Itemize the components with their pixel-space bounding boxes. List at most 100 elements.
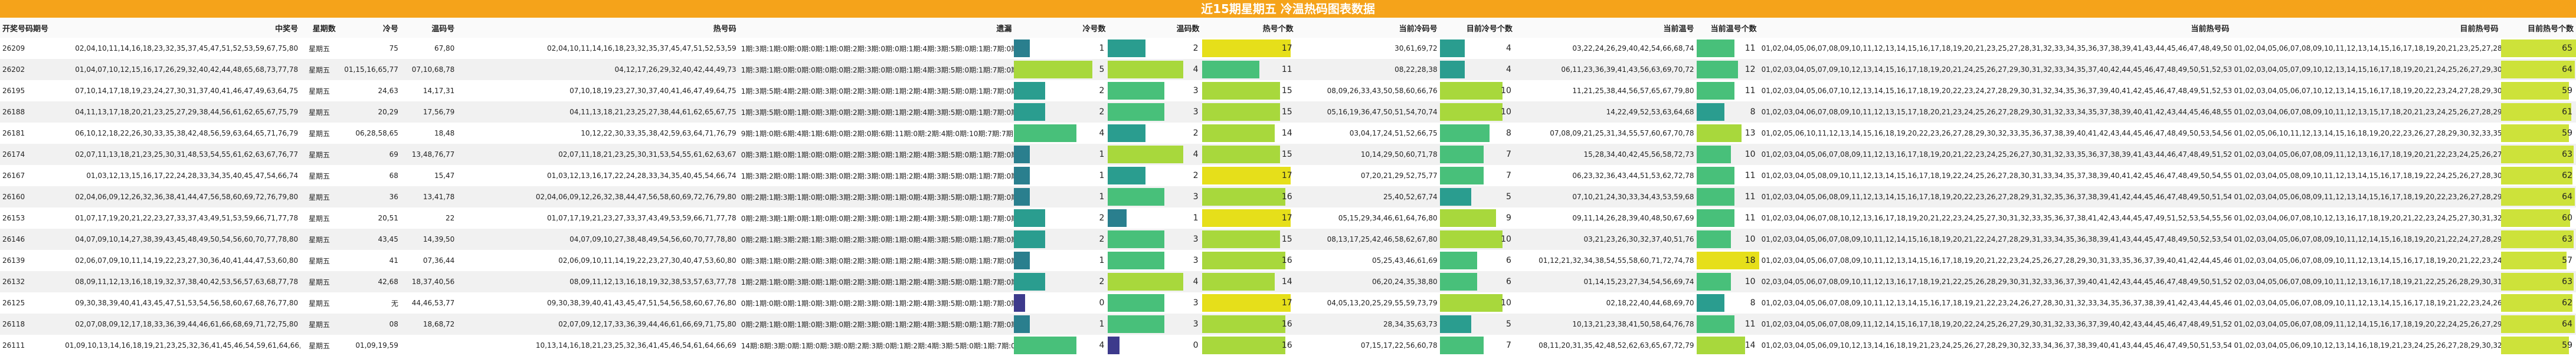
- hot-count-cell: 17: [1202, 165, 1296, 186]
- table-row: 26125 09,30,38,39,40,41,43,45,47,51,53,54…: [0, 292, 2576, 314]
- current-warm-count-cell-bar: [1696, 146, 1731, 163]
- cold-count-cell-bar: [1014, 39, 1030, 57]
- current-hot-count-cell-value: 57: [2562, 256, 2572, 265]
- cold-count-cell: 1: [1014, 250, 1108, 271]
- warm-numbers-cell: [400, 335, 457, 356]
- winning-numbers-cell: 02,07,08,09,12,17,18,33,36,39,44,46,61,6…: [63, 314, 301, 335]
- current-cold-count-cell: 4: [1439, 59, 1515, 80]
- hot-numbers-cell: 02,04,10,11,14,16,18,23,32,35,37,45,47,5…: [457, 38, 739, 59]
- current-hot-count-cell-value: 64: [2562, 192, 2572, 202]
- table-row: 26132 08,09,11,12,13,16,18,19,32,37,38,40…: [0, 271, 2576, 292]
- hot-numbers-cell: 01,03,12,13,16,17,22,24,28,33,34,35,40,4…: [457, 165, 739, 186]
- winning-numbers-cell: 04,11,13,17,18,20,21,23,25,27,29,38,44,5…: [63, 101, 301, 123]
- hot-numbers-cell: 01,07,17,19,21,23,27,33,37,43,49,53,59,6…: [457, 207, 739, 229]
- weekday-cell: 星期五: [300, 314, 338, 335]
- warm-count-cell-bar: [1108, 103, 1164, 121]
- current-hot-count-cell-bar: [2500, 124, 2570, 142]
- current-warm-cell: 01,12,21,32,34,38,54,55,58,60,71,72,74,7…: [1514, 250, 1697, 271]
- column-header: 中奖号: [63, 18, 301, 38]
- table-row: 26146 04,07,09,10,14,27,38,39,43,45,48,49…: [0, 229, 2576, 250]
- column-header: 热号个数: [1202, 18, 1296, 38]
- current-cold-cell: 05,15,29,34,46,61,64,76,80: [1295, 207, 1440, 229]
- current-cold-count-cell: 7: [1439, 335, 1515, 356]
- cold-count-cell-value: 0: [1099, 298, 1105, 308]
- current-hot-count-cell: 57: [2500, 250, 2576, 271]
- current-hot-cell: 01,02,03,04,05,08,09,10,11,12,13,14,15,1…: [1759, 165, 2232, 186]
- miss-cell: 1期:3期:1期:0期:0期:0期:1期:0期:2期:3期:0期:0期:1期:4…: [738, 38, 1014, 59]
- cold-numbers-cell: 68: [338, 165, 401, 186]
- current-cold-count-cell: 10: [1439, 292, 1515, 314]
- current-warm-count-cell-value: 13: [1744, 128, 1756, 138]
- current-hot-count-cell-value: 64: [2562, 65, 2572, 74]
- warm-count-cell-bar: [1108, 230, 1164, 248]
- cold-count-cell-bar: [1014, 124, 1077, 142]
- table-row: 26174 02,07,11,13,18,21,23,25,30,31,48,53…: [0, 144, 2576, 165]
- hot-count-cell-value: 14: [1281, 277, 1292, 286]
- current-cold-count-cell: 7: [1439, 144, 1515, 165]
- cold-numbers-cell: 无: [338, 292, 401, 314]
- weekday-cell: 星期五: [300, 123, 338, 144]
- warm-numbers-cell: 18,37,40,56: [400, 271, 457, 292]
- warm-count-cell-value: 2: [1193, 128, 1199, 138]
- hot-numbers-cell: 02,07,09,12,17,33,36,39,44,46,61,66,69,7…: [457, 314, 739, 335]
- current-hot-cell: 01,02,03,04,05,06,09,10,12,13,14,16,18,1…: [1759, 335, 2232, 356]
- hot-count-cell-value: 16: [1281, 341, 1292, 350]
- hot-count-cell-bar: [1202, 188, 1285, 206]
- table-row: 26181 06,10,12,18,22,26,30,33,35,38,42,48…: [0, 123, 2576, 144]
- current-warm-count-cell-value: 11: [1744, 192, 1756, 202]
- current-cold-cell: 08,13,17,25,42,46,58,62,67,80: [1295, 229, 1440, 250]
- winning-numbers-cell: 01,09,10,13,14,16,18,19,21,23,25,32,36,4…: [63, 335, 301, 356]
- cold-numbers-cell: 20,29: [338, 101, 401, 123]
- warm-count-cell: 3: [1108, 186, 1202, 207]
- current-warm-count-cell: 11: [1696, 38, 1759, 59]
- current-hot-count-cell-bar: [2500, 209, 2571, 227]
- current-cold-cell: 30,61,69,72: [1295, 38, 1440, 59]
- cold-count-cell: 1: [1014, 144, 1108, 165]
- weekday-cell: 星期五: [300, 250, 338, 271]
- current-hot-count-cell-value: 63: [2562, 277, 2572, 286]
- current-warm-count-cell: 10: [1696, 144, 1759, 165]
- current-hot-count-cell: 64: [2500, 314, 2576, 335]
- warm-numbers-cell: 22: [400, 207, 457, 229]
- winning-numbers-cell: 07,10,14,17,18,19,23,24,27,30,31,37,40,4…: [63, 80, 301, 101]
- column-header: 温码号: [400, 18, 457, 38]
- hot-count-cell: 17: [1202, 207, 1296, 229]
- current-hot-count-cell: 63: [2500, 229, 2576, 250]
- winning-numbers-cell: 09,30,38,39,40,41,43,45,47,51,53,54,56,5…: [63, 292, 301, 314]
- cold-count-cell: 2: [1014, 207, 1108, 229]
- current-cold-count-cell-value: 10: [1501, 107, 1511, 117]
- column-header: 目前冷号个数: [1439, 18, 1515, 38]
- current-hot-count-cell-bar: [2500, 82, 2570, 100]
- period-cell: 26167: [0, 165, 63, 186]
- current-hot-count-cell: 62: [2500, 292, 2576, 314]
- cold-count-cell: 1: [1014, 165, 1108, 186]
- table-row: 26160 02,04,06,09,12,26,32,36,38,41,44,47…: [0, 186, 2576, 207]
- cold-count-cell: 2: [1014, 271, 1108, 292]
- hot-count-cell-bar: [1202, 146, 1281, 163]
- winning-numbers-cell: 01,07,17,19,20,21,22,23,27,33,37,43,49,5…: [63, 207, 301, 229]
- warm-count-cell-value: 4: [1193, 277, 1199, 286]
- weekday-cell: 星期五: [300, 292, 338, 314]
- current-cold-count-cell-value: 4: [1506, 44, 1511, 53]
- winning-numbers-cell: 08,09,11,12,13,16,18,19,32,37,38,40,42,5…: [63, 271, 301, 292]
- miss-cell: 0期:3期:1期:0期:1期:0期:0期:0期:2期:3期:0期:1期:2期:4…: [738, 144, 1014, 165]
- current-hot-cell: 01,02,03,04,05,07,09,10,12,13,14,15,16,1…: [1759, 59, 2232, 80]
- hot-count-cell-value: 15: [1281, 150, 1292, 159]
- current-hot-cell: 01,02,03,04,05,06,07,08,09,10,11,12,13,1…: [1759, 292, 2232, 314]
- cold-numbers-cell: 36: [338, 186, 401, 207]
- hot-numbers-cell: 02,07,11,18,21,23,25,30,31,53,54,55,61,6…: [457, 144, 739, 165]
- cold-numbers-cell: 08: [338, 314, 401, 335]
- miss-cell: 1期:3期:2期:0期:1期:0期:3期:0期:2期:3期:0期:1期:2期:4…: [738, 165, 1014, 186]
- current-hot-cell-2: 01,02,03,04,05,08,09,10,11,12,13,14,15,1…: [2231, 165, 2501, 186]
- warm-count-cell-value: 3: [1193, 86, 1199, 95]
- current-warm-count-cell-value: 14: [1744, 341, 1756, 350]
- hot-count-cell-bar: [1202, 82, 1281, 100]
- cold-count-cell-value: 1: [1099, 319, 1105, 329]
- cold-count-cell-value: 4: [1099, 128, 1105, 138]
- current-warm-count-cell-value: 11: [1744, 213, 1756, 223]
- current-cold-count-cell-bar: [1439, 39, 1465, 57]
- cold-numbers-cell: 43,45: [338, 229, 401, 250]
- warm-count-cell-value: 4: [1193, 65, 1199, 74]
- cold-count-cell-value: 2: [1099, 277, 1105, 286]
